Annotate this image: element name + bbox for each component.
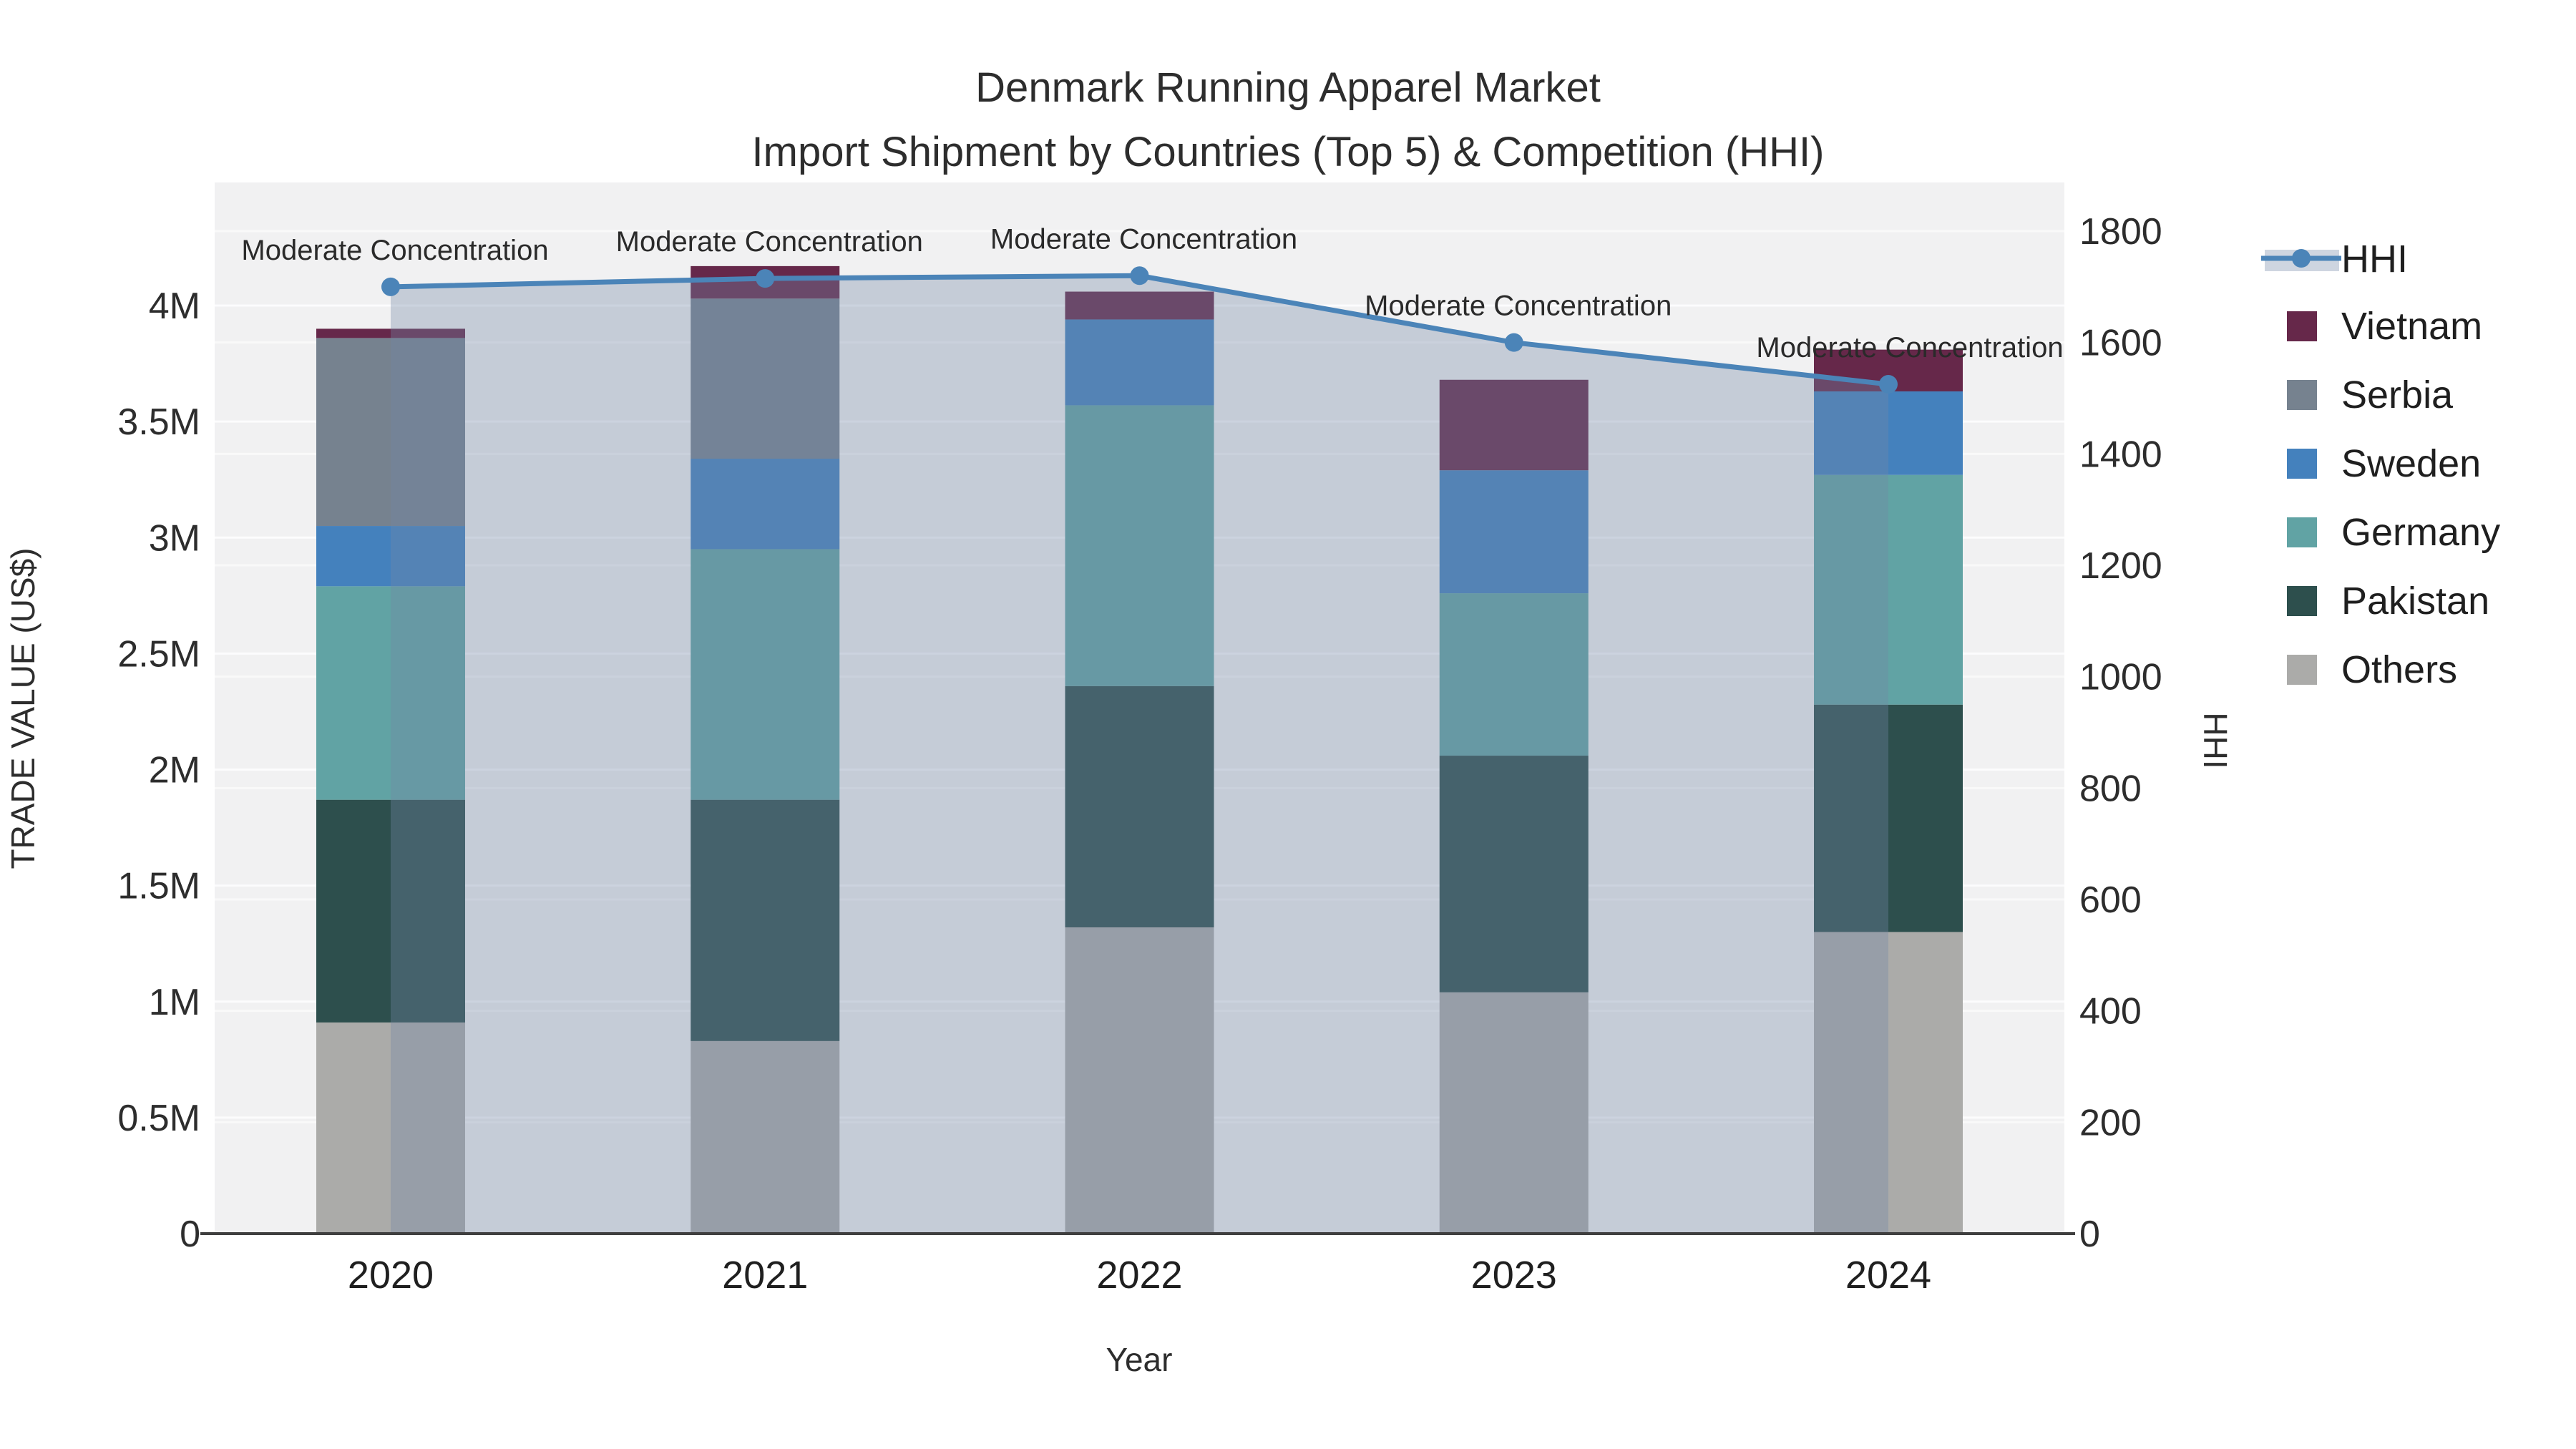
y-right-axis-title: HHI: [2197, 712, 2234, 769]
legend-hhi-marker-sample: [2292, 249, 2311, 268]
bar-segment-pakistan-2022[interactable]: [1065, 686, 1214, 927]
y-right-tick-labels: 0 200 400 600 800 1000 1200 1400 1600 1800: [2079, 211, 2162, 1255]
legend-item-hhi[interactable]: HHI: [2261, 238, 2408, 280]
legend-swatch-sweden: [2287, 449, 2317, 479]
legend-label-serbia: Serbia: [2341, 374, 2454, 416]
x-axis-title: Year: [1106, 1341, 1173, 1378]
x-tick-2024: 2024: [1845, 1254, 1931, 1297]
y-left-tick-1M: 1M: [149, 982, 200, 1023]
y-left-tick-4M: 4M: [149, 286, 200, 327]
y-left-tick-2M: 2M: [149, 750, 200, 791]
hhi-marker-2020[interactable]: [381, 277, 400, 296]
y-left-tick-2.5M: 2.5M: [117, 633, 200, 675]
bar-segment-vietnam-2020[interactable]: [316, 328, 465, 338]
chart-title-line2: Import Shipment by Countries (Top 5) & C…: [752, 129, 1825, 175]
y-right-tick-200: 200: [2079, 1102, 2142, 1143]
bar-2023: [1439, 379, 1589, 1234]
legend-swatch-germany: [2287, 517, 2317, 547]
legend-item-serbia[interactable]: Serbia: [2287, 374, 2454, 416]
bar-segment-others-2023[interactable]: [1439, 992, 1589, 1234]
bar-segment-vietnam-2023[interactable]: [1439, 379, 1589, 471]
legend-label-sweden: Sweden: [2341, 442, 2481, 485]
bar-segment-pakistan-2021[interactable]: [691, 799, 840, 1041]
bar-segment-germany-2020[interactable]: [316, 586, 465, 800]
y-right-tick-1400: 1400: [2079, 434, 2162, 475]
legend-swatch-others: [2287, 655, 2317, 685]
bar-segment-pakistan-2020[interactable]: [316, 799, 465, 1023]
y-left-tick-3.5M: 3.5M: [117, 401, 200, 443]
x-tick-2021: 2021: [722, 1254, 808, 1297]
hhi-marker-2021[interactable]: [756, 269, 775, 288]
bar-segment-germany-2023[interactable]: [1439, 593, 1589, 756]
legend-label-pakistan: Pakistan: [2341, 580, 2489, 623]
annotation-2020: Moderate Concentration: [241, 235, 548, 266]
x-tick-2020: 2020: [348, 1254, 434, 1297]
bar-segment-germany-2022[interactable]: [1065, 405, 1214, 686]
y-left-tick-3M: 3M: [149, 517, 200, 559]
bar-segment-sweden-2024[interactable]: [1814, 391, 1963, 475]
bar-2022: [1065, 291, 1214, 1234]
bar-segment-vietnam-2022[interactable]: [1065, 291, 1214, 320]
legend-item-vietnam[interactable]: Vietnam: [2287, 305, 2482, 348]
legend-label-others: Others: [2341, 648, 2457, 691]
bar-segment-pakistan-2024[interactable]: [1814, 704, 1963, 932]
y-right-tick-1600: 1600: [2079, 323, 2162, 364]
legend-item-pakistan[interactable]: Pakistan: [2287, 580, 2489, 623]
bar-segment-others-2024[interactable]: [1814, 932, 1963, 1234]
legend-item-others[interactable]: Others: [2287, 648, 2457, 691]
bar-segment-pakistan-2023[interactable]: [1439, 756, 1589, 992]
y-right-tick-1200: 1200: [2079, 545, 2162, 587]
y-left-tick-0: 0: [180, 1214, 200, 1255]
hhi-marker-2022[interactable]: [1130, 266, 1149, 286]
annotation-2021: Moderate Concentration: [616, 226, 923, 258]
y-right-tick-1000: 1000: [2079, 657, 2162, 698]
bar-segment-sweden-2023[interactable]: [1439, 470, 1589, 594]
bar-segment-germany-2024[interactable]: [1814, 474, 1963, 705]
bar-segment-others-2021[interactable]: [691, 1040, 840, 1234]
legend-label-vietnam: Vietnam: [2341, 305, 2482, 348]
bar-segment-germany-2021[interactable]: [691, 549, 840, 800]
annotations: Moderate Concentration Moderate Concentra…: [241, 223, 2063, 364]
bar-segment-others-2022[interactable]: [1065, 927, 1214, 1234]
y-right-tick-800: 800: [2079, 768, 2142, 809]
y-left-tick-1.5M: 1.5M: [117, 866, 200, 907]
annotation-2023: Moderate Concentration: [1365, 291, 1672, 322]
x-tick-2023: 2023: [1471, 1254, 1557, 1297]
legend-item-germany[interactable]: Germany: [2287, 511, 2500, 554]
bar-segment-serbia-2021[interactable]: [691, 298, 840, 459]
legend-item-sweden[interactable]: Sweden: [2287, 442, 2481, 485]
bar-segment-sweden-2021[interactable]: [691, 459, 840, 550]
y-left-axis-title: TRADE VALUE (US$): [4, 547, 42, 869]
annotation-2022: Moderate Concentration: [990, 223, 1297, 255]
y-right-tick-600: 600: [2079, 879, 2142, 921]
legend: HHI Vietnam Serbia Sweden Germany Pakistan Oth…: [2261, 238, 2500, 691]
legend-label-hhi: HHI: [2341, 238, 2408, 280]
bar-2024: [1814, 349, 1963, 1234]
y-left-tick-labels: 0 0.5M 1M 1.5M 2M 2.5M 3M 3.5M 4M: [117, 286, 200, 1255]
legend-label-germany: Germany: [2341, 511, 2500, 554]
annotation-2024: Moderate Concentration: [1756, 332, 2063, 364]
x-tick-2022: 2022: [1096, 1254, 1182, 1297]
legend-swatch-serbia: [2287, 380, 2317, 410]
y-right-tick-0: 0: [2079, 1214, 2100, 1255]
hhi-area-fill: [391, 275, 1888, 1234]
bar-segment-others-2020[interactable]: [316, 1022, 465, 1234]
legend-swatch-pakistan: [2287, 586, 2317, 616]
y-left-tick-0.5M: 0.5M: [117, 1098, 200, 1139]
bar-segment-sweden-2020[interactable]: [316, 526, 465, 587]
bar-2021: [691, 265, 840, 1234]
legend-swatch-vietnam: [2287, 311, 2317, 341]
x-tick-labels: 2020 2021 2022 2023 2024: [348, 1254, 1931, 1297]
bars: [316, 265, 1963, 1234]
chart-title-line1: Denmark Running Apparel Market: [975, 64, 1601, 111]
hhi-marker-2023[interactable]: [1504, 333, 1523, 352]
y-right-tick-1800: 1800: [2079, 211, 2162, 253]
y-right-tick-400: 400: [2079, 991, 2142, 1033]
bar-2020: [316, 328, 465, 1234]
bar-segment-serbia-2020[interactable]: [316, 338, 465, 527]
hhi-marker-2024[interactable]: [1879, 375, 1898, 394]
bar-segment-sweden-2022[interactable]: [1065, 319, 1214, 406]
